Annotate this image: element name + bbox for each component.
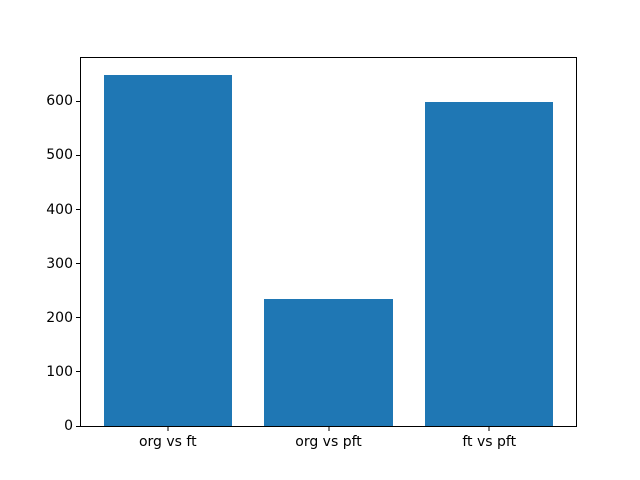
y-tick-mark-100 (76, 371, 80, 373)
y-tick-mark-600 (76, 100, 80, 102)
y-tick-mark-300 (76, 263, 80, 265)
y-tick-mark-200 (76, 317, 80, 319)
axes-area: 0 100 200 300 400 500 600 org vs ft org vs pft f… (46, 57, 577, 449)
y-tick-label-100: 100 (46, 363, 73, 380)
y-tick-label-0: 0 (64, 418, 73, 434)
bar-org-vs-ft (103, 75, 233, 426)
y-tick-label-300: 300 (46, 255, 73, 272)
y-tick-label-400: 400 (46, 201, 73, 218)
bar-org-vs-pft (264, 299, 393, 426)
x-tick-mark-org-vs-pft (328, 427, 329, 431)
y-tick-mark-400 (76, 209, 80, 211)
x-tick-label-org-vs-pft: org vs pft (295, 434, 362, 450)
x-tick-mark-ft-vs-pft (488, 427, 490, 431)
y-tick-mark-500 (76, 154, 80, 156)
bar-ft-vs-pft (424, 101, 554, 426)
x-axis: org vs ft org vs pft ft vs pft (81, 426, 576, 456)
bars-group (81, 58, 576, 426)
x-tick-label-ft-vs-pft: ft vs pft (462, 434, 517, 450)
x-tick-label-org-vs-ft: org vs ft (138, 434, 197, 450)
y-tick-label-500: 500 (46, 147, 73, 164)
y-tick-label-200: 200 (46, 309, 73, 326)
y-tick-mark-0 (76, 425, 80, 427)
y-tick-label-600: 600 (46, 93, 73, 110)
x-tick-mark-org-vs-ft (167, 427, 169, 431)
